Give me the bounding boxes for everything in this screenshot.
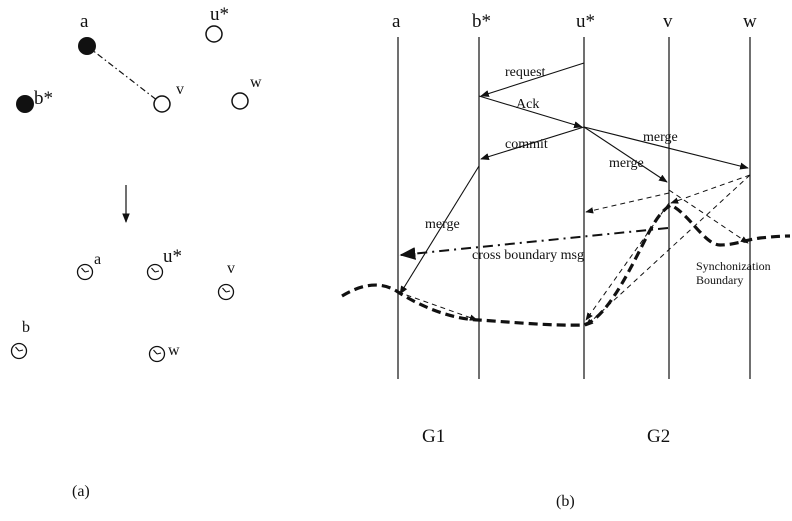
node-u — [205, 25, 223, 43]
clock-icon — [217, 283, 235, 301]
label-bottom-b: b — [22, 319, 30, 336]
label-boundary-2: Boundary — [696, 273, 743, 287]
group-label-g2: G2 — [647, 426, 670, 447]
clock-icon — [10, 342, 28, 360]
label-bottom-u: u* — [163, 246, 182, 267]
cross-boundary-arrow — [399, 227, 669, 260]
process-label-v: v — [663, 11, 673, 32]
label-bottom-v: v — [227, 260, 235, 277]
dashed-msg — [397, 291, 478, 321]
label-commit: commit — [505, 137, 548, 152]
request-arrow — [480, 62, 585, 97]
label-ack: Ack — [516, 97, 539, 112]
node-v — [153, 95, 171, 113]
node-a-filled — [78, 37, 96, 55]
bottom-configuration: a u* v b w — [10, 246, 235, 363]
label-request: request — [505, 65, 546, 80]
top-configuration: a b* u* v w — [16, 4, 262, 113]
merge-b-a-arrow — [399, 165, 480, 295]
node-w — [231, 92, 249, 110]
caption-b: (b) — [556, 493, 575, 510]
label-top-a: a — [80, 11, 89, 32]
label-top-v: v — [176, 81, 184, 98]
commit-arrow — [480, 126, 585, 161]
group-label-g1: G1 — [422, 426, 445, 447]
process-label-b: b* — [472, 11, 491, 32]
label-merge-b-a: merge — [425, 217, 460, 232]
label-top-u: u* — [210, 4, 229, 25]
clock-icon — [76, 263, 94, 281]
dashed-msg — [585, 192, 670, 214]
clock-icon — [148, 345, 166, 363]
label-boundary-1: Synchonization — [696, 259, 771, 273]
label-cross-boundary: cross boundary msg — [472, 248, 584, 263]
dashed-msg — [585, 202, 670, 321]
label-top-w: w — [250, 74, 262, 91]
ack-arrow — [478, 95, 583, 129]
merge-u-v-arrow — [583, 126, 668, 183]
a-v-link — [86, 45, 163, 105]
dashed-msg — [670, 174, 751, 204]
label-bottom-w: w — [168, 342, 180, 359]
process-label-w: w — [743, 11, 757, 32]
process-label-u: u* — [576, 11, 595, 32]
label-merge-u-w: merge — [643, 130, 678, 145]
process-label-a: a — [392, 11, 401, 32]
label-merge-u-v: merge — [609, 156, 644, 171]
panel-a: a b* u* v w — [10, 4, 262, 500]
caption-a: (a) — [72, 483, 90, 500]
merge-u-w-arrow — [583, 126, 749, 170]
dashed-msg — [668, 189, 749, 244]
synchronization-boundary-curve — [341, 203, 791, 327]
node-b-filled — [16, 95, 34, 113]
label-bottom-a: a — [94, 251, 101, 268]
panel-b: a b* u* v w request Ack commit merge — [341, 11, 791, 510]
clock-icon — [146, 263, 164, 281]
label-top-b: b* — [34, 88, 53, 109]
dashed-msg — [585, 174, 751, 327]
